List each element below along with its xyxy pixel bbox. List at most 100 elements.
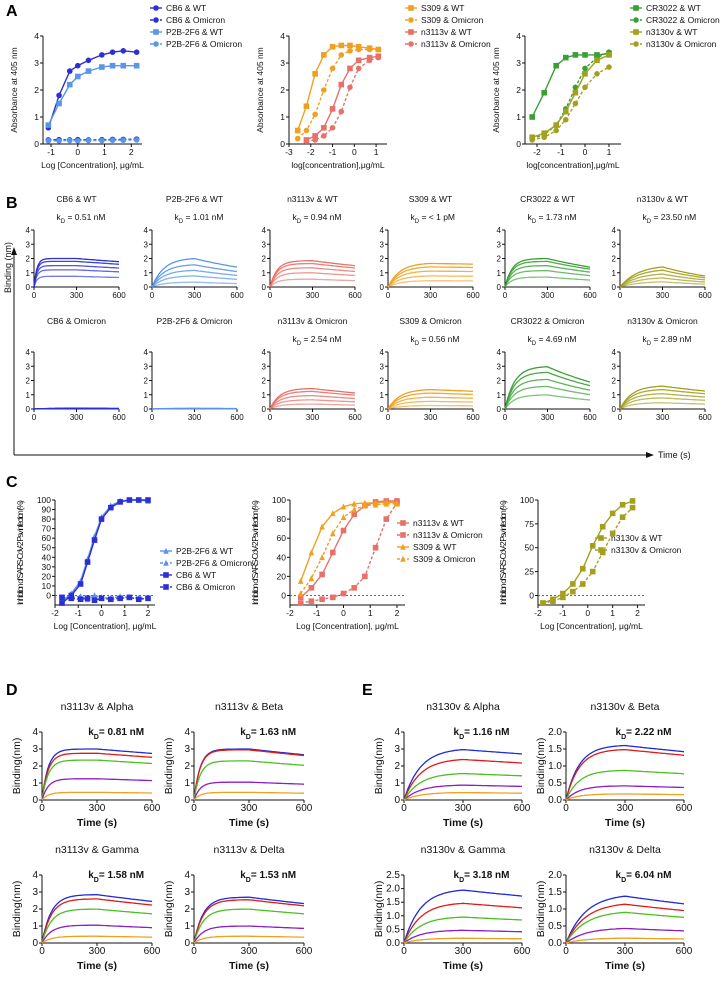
binding-curve	[41, 935, 153, 944]
x-tick-label: 1	[102, 147, 107, 157]
data-point-triangle	[362, 502, 368, 509]
legend-label: S309 & Omicron	[421, 15, 484, 25]
data-point-triangle	[308, 549, 315, 556]
legend-label: P2B-2F6 & WT	[176, 546, 233, 556]
data-point-circle	[355, 65, 362, 72]
x-tick-label: 0	[503, 413, 508, 422]
x-axis-title: Log [Concentration], μg/mL	[540, 621, 643, 631]
y-tick-label: 0	[262, 405, 267, 414]
y-tick-label: 10	[42, 581, 52, 591]
binding-curve	[565, 911, 685, 944]
y-tick-label: 100	[520, 495, 534, 505]
y-tick-label: 2	[394, 761, 400, 772]
data-point-circle	[312, 137, 318, 143]
binding-curve	[387, 266, 473, 288]
y-axis-title: Absorbance at 405 nm	[9, 47, 19, 133]
data-point-square	[599, 523, 606, 530]
x-tick-label: 0	[401, 803, 407, 814]
data-point-square	[570, 581, 576, 587]
data-point-square	[633, 29, 639, 35]
binding-curve	[565, 895, 685, 944]
y-tick-label: 3	[612, 362, 617, 371]
data-point-circle	[153, 5, 159, 11]
data-point-square	[297, 594, 304, 601]
data-point-circle	[633, 41, 639, 47]
y-axis-title: Binding (nm)	[3, 242, 13, 293]
data-point-triangle	[163, 547, 169, 554]
x-tick-label: -2	[307, 147, 315, 157]
kd-value: 0.51 nM	[75, 212, 106, 222]
y-tick-label: 2	[184, 761, 190, 772]
binding-curve	[269, 278, 356, 288]
data-point-square	[553, 62, 559, 69]
data-point-square	[163, 584, 169, 590]
data-point-square	[529, 114, 535, 120]
x-tick-label: 1	[368, 608, 373, 618]
x-tick-label: 0	[150, 291, 155, 300]
y-tick-label: 0	[144, 405, 149, 414]
kinetic-subplot: 0 300 600 0.0 0.5 1.0 1.5 2.0 n3130v & Beta kD= 2…	[535, 701, 693, 829]
data-point-square	[572, 89, 579, 96]
data-point-circle	[303, 127, 310, 134]
kd-label: kD = 4.69 nM	[528, 334, 577, 347]
data-point-square	[45, 122, 52, 128]
data-point-triangle	[340, 503, 347, 510]
data-point-square	[598, 535, 604, 541]
data-point-circle	[553, 127, 559, 134]
y-tick-label: 50	[525, 543, 535, 553]
binding-curve	[504, 371, 591, 410]
y-tick-label: 2	[380, 255, 385, 264]
legend-label: CB6 & WT	[166, 3, 206, 13]
bli-subplot: 0 300 600 0 1 2 3 4 CB6 & WT kD = 0.51 nM	[26, 194, 127, 300]
y-tick-label: 0	[394, 795, 400, 806]
binding-curve	[41, 759, 153, 801]
x-tick-label: 1	[374, 147, 379, 157]
y-axis-title: Inhibition of SARS-CoV-2 Psv infection (…	[250, 500, 260, 605]
binding-curve	[504, 394, 591, 410]
data-point-circle	[74, 62, 81, 69]
x-tick-label: 300	[617, 803, 634, 814]
data-point-circle	[529, 137, 535, 143]
legend-label: n3130v & Omicron	[646, 39, 717, 49]
binding-curve	[193, 925, 305, 944]
y-tick-label: 0.5	[548, 921, 562, 932]
x-tick-label: 600	[230, 291, 244, 300]
y-tick-label: 1	[262, 391, 267, 400]
data-point-square	[85, 68, 92, 74]
y-tick-label: 0	[184, 938, 190, 949]
binding-curve	[403, 889, 523, 944]
data-point-square	[560, 590, 566, 597]
chart-c3: -2 -1 0 1 2 0 25 50 75 100 Inhibition of SARS-CoV-…	[498, 495, 682, 631]
y-tick-label: 1	[380, 269, 385, 278]
legend-label: P2B-2F6 & WT	[166, 27, 223, 37]
series-line	[297, 48, 379, 140]
data-point-square	[117, 595, 123, 602]
y-axis-title-group: Binding(nm)	[535, 738, 547, 795]
data-point-square	[294, 127, 301, 134]
y-tick-label: 3	[380, 362, 385, 371]
binding-curve	[619, 269, 706, 288]
data-point-triangle	[400, 555, 406, 562]
y-tick-label: 0	[380, 405, 385, 414]
y-axis-title-text: Absorbance at 405 nm	[255, 47, 265, 133]
bli-subplot: 0 300 600 0 1 2 3 4 n3130v & Omicron kD = 2.89 nM	[612, 316, 713, 422]
y-tick-label: 4	[497, 348, 502, 357]
data-point-square	[589, 568, 596, 575]
binding-curve	[193, 896, 305, 944]
y-tick-label: 0.0	[548, 938, 562, 949]
x-tick-label: 2	[395, 608, 400, 618]
binding-curve	[403, 902, 523, 944]
x-tick-label: 0	[618, 291, 623, 300]
binding-curve	[41, 791, 152, 801]
binding-curve	[504, 257, 591, 288]
x-tick-label: 300	[70, 413, 84, 422]
chart-e: 0 300 600 0 1 2 3 4 n3130v & Alpha kD= 1.16 nM Bin…	[373, 701, 693, 972]
y-axis-title-text: Absorbance at 405 nm	[9, 47, 19, 133]
data-point-circle	[85, 137, 92, 144]
data-point-square	[400, 532, 406, 538]
y-tick-label: 0	[46, 590, 51, 600]
binding-curve	[619, 273, 706, 288]
x-tick-label: 600	[230, 413, 244, 422]
data-point-square	[319, 571, 325, 578]
y-tick-label: 1.0	[548, 761, 562, 772]
